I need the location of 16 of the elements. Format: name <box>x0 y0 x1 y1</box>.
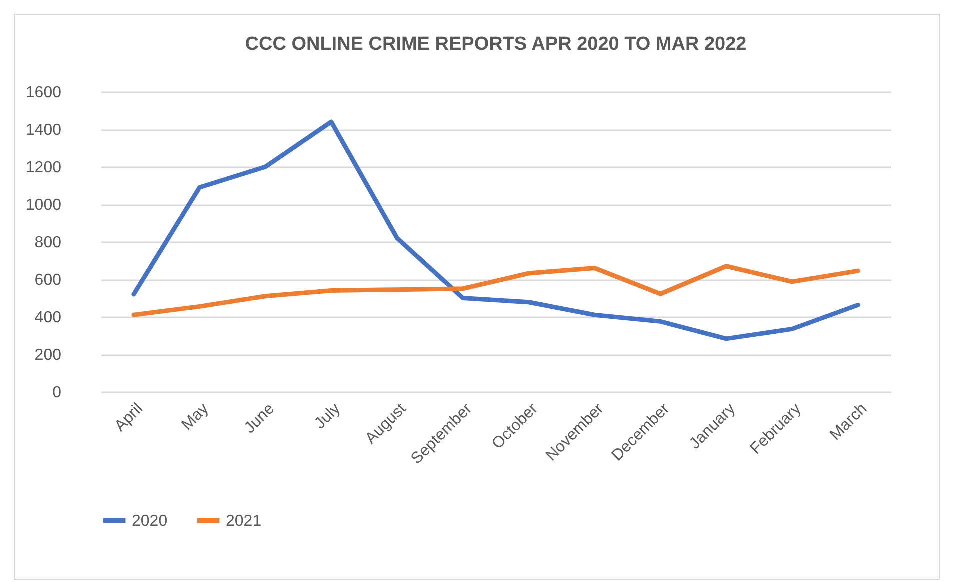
y-tick-label: 800 <box>34 234 62 252</box>
y-tick-label: 1200 <box>26 160 62 176</box>
x-tick-label: May <box>178 400 212 434</box>
legend-label: 2020 <box>132 512 168 530</box>
y-tick-label: 1400 <box>26 122 62 139</box>
line-series <box>132 264 860 318</box>
line-series <box>132 120 860 342</box>
y-tick-label: 1000 <box>26 197 62 214</box>
x-tick-label: July <box>312 400 344 433</box>
chart-title: CCC ONLINE CRIME REPORTS APR 2020 TO MAR 2022 <box>245 34 747 55</box>
y-tick-label: 600 <box>34 272 62 289</box>
legend-label: 2021 <box>226 512 262 530</box>
y-tick-label: 400 <box>34 310 62 326</box>
y-tick-label: 1600 <box>26 84 62 102</box>
y-tick-label: 200 <box>34 347 62 364</box>
y-tick-label: 0 <box>52 384 62 402</box>
